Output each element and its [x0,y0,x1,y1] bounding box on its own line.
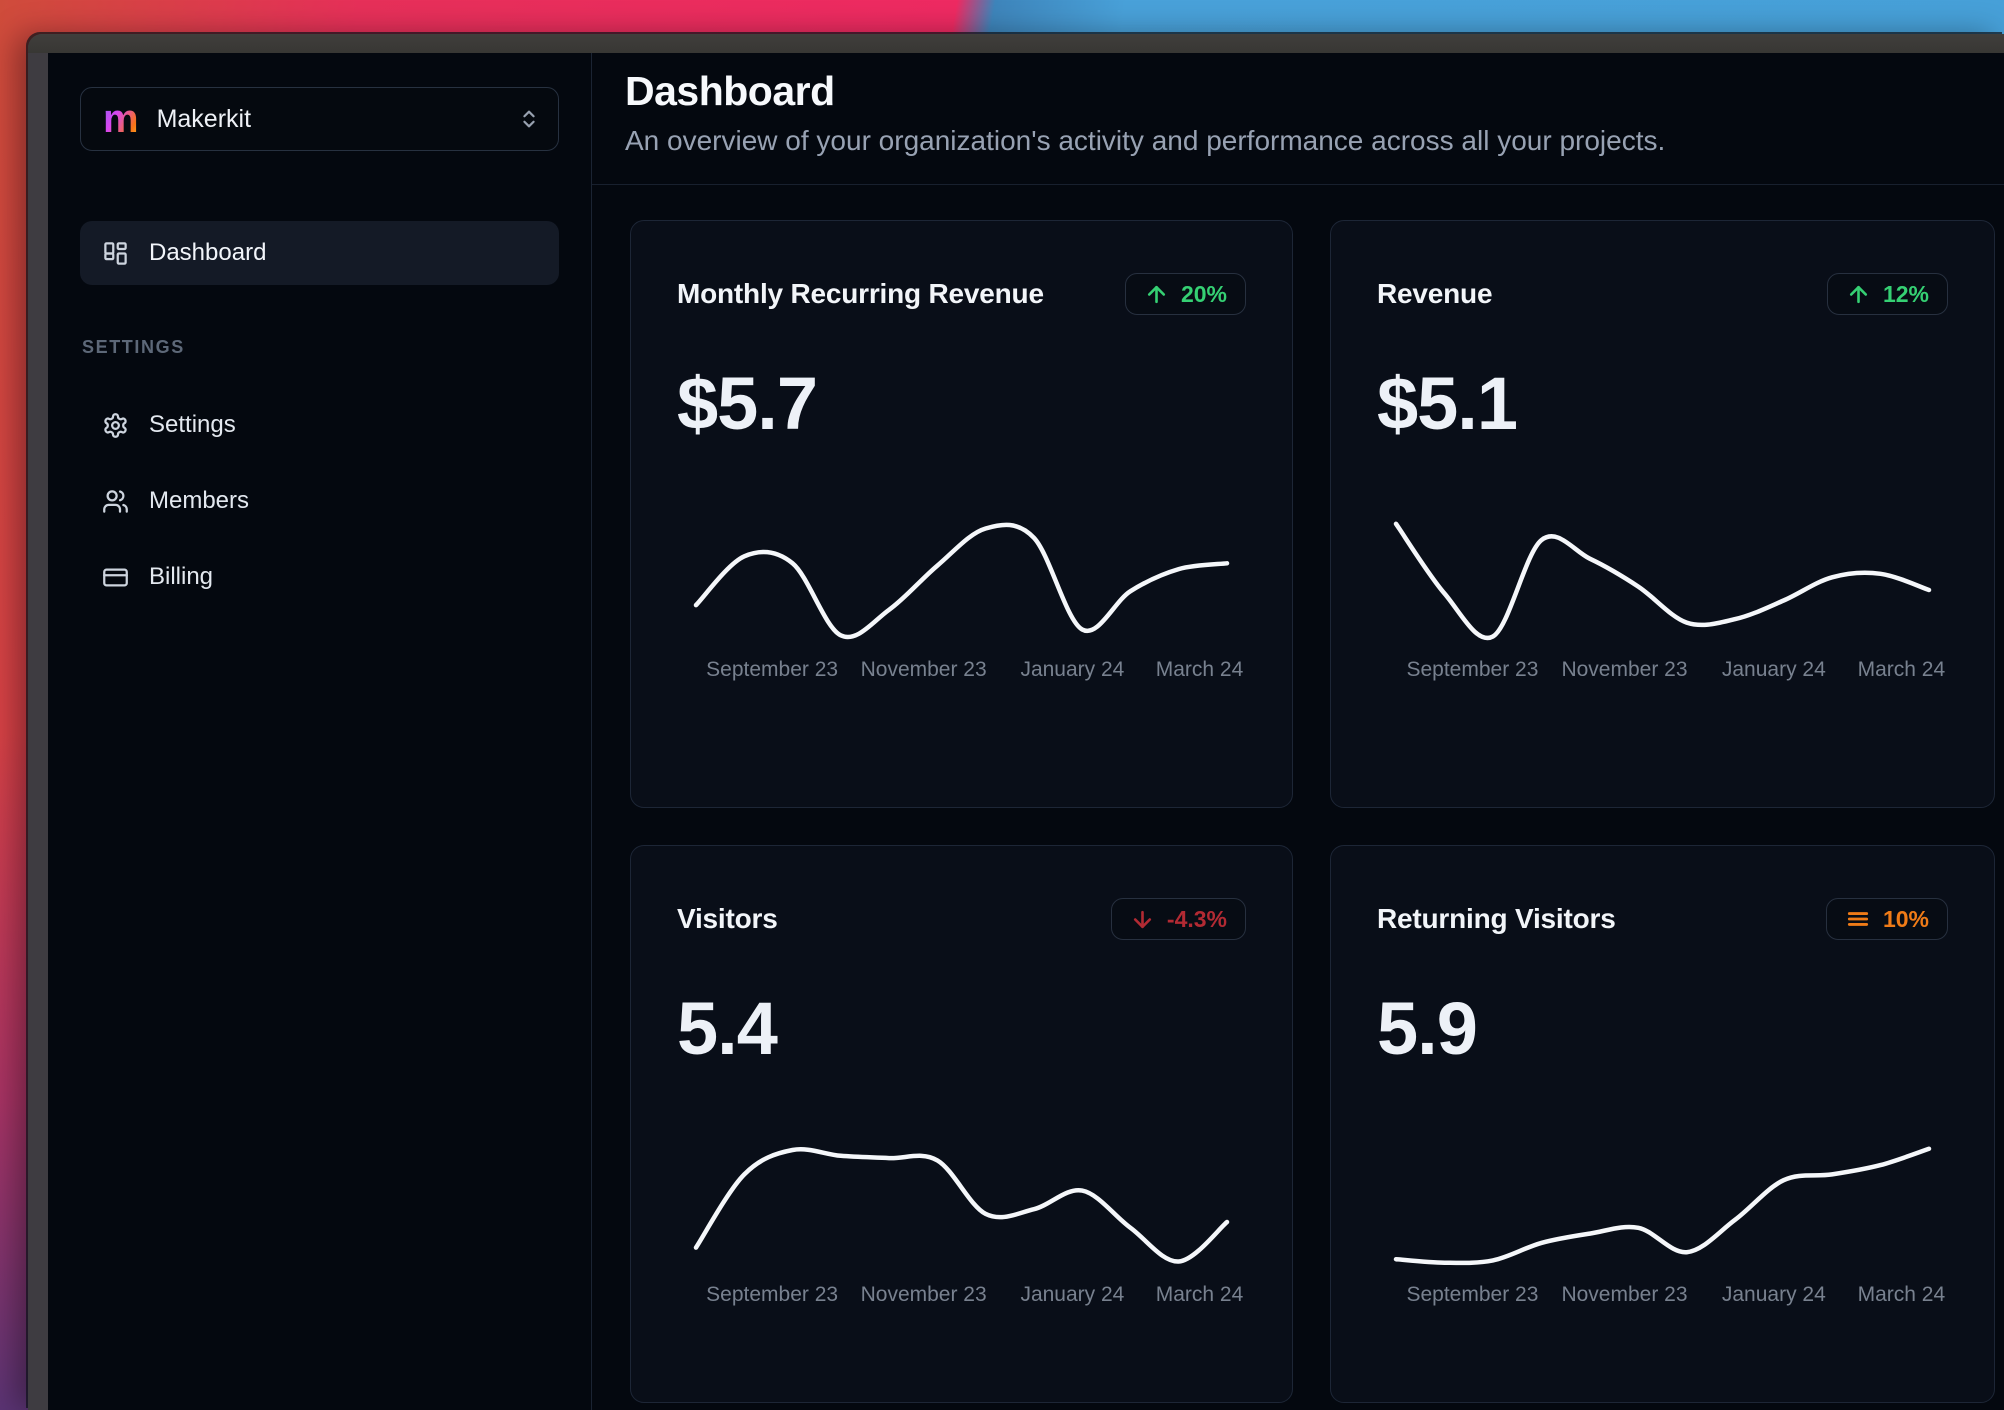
sparkline-svg [693,1147,1230,1264]
page-title: Dashboard [625,68,835,114]
sidebar-item-label: Billing [149,563,214,590]
workspace-switcher[interactable]: m Makerkit [80,87,559,151]
x-axis-label: March 24 [1155,1283,1244,1306]
trend-badge: 20% [1124,273,1246,315]
x-axis-label: March 24 [1857,658,1946,681]
credit-card-icon [102,564,129,591]
x-axis-label: September 23 [706,658,839,681]
page-subtitle: An overview of your organization's activ… [625,125,1666,156]
x-axis-label: January 24 [1721,1283,1826,1306]
workspace-name: Makerkit [156,104,252,133]
arrow-down-icon [1130,907,1155,932]
x-axis-label: November 23 [860,1283,987,1306]
card-title: Visitors [677,903,778,934]
sidebar-item-label: Settings [149,411,236,438]
sparkline-chart: September 23 November 23 January 24 Marc… [1391,508,1945,688]
layout-dashboard-icon [102,240,129,267]
metric-value: 5.9 [1377,987,1478,1070]
page-header: Dashboard An overview of your organizati… [592,53,2004,185]
sidebar-item-label: Dashboard [149,239,267,266]
trend-badge: 12% [1826,273,1948,315]
card-visitors: Visitors -4.3% 5.4 September 23 [630,845,1293,1403]
x-axis-label: September 23 [706,1283,839,1306]
x-axis: September 23 November 23 January 24 Marc… [1391,1283,1945,1313]
sparkline-chart: September 23 November 23 January 24 Marc… [1391,1133,1945,1313]
sidebar-item-members[interactable]: Members [80,472,559,530]
arrow-up-icon [1846,282,1871,307]
x-axis-label: November 23 [1561,658,1688,681]
main-content: Dashboard An overview of your organizati… [592,53,2004,1410]
card-title: Returning Visitors [1377,903,1616,934]
x-axis-label: November 23 [860,658,987,681]
x-axis-label: September 23 [1406,658,1539,681]
card-returning-visitors: Returning Visitors 10% 5.9 September 23 [1330,845,1995,1403]
metric-value: $5.7 [677,362,818,445]
sidebar-item-settings[interactable]: Settings [80,396,559,454]
sidebar-section-label: SETTINGS [82,337,185,357]
x-axis-label: November 23 [1561,1283,1688,1306]
sparkline-svg [1393,521,1932,641]
trend-value: 12% [1882,280,1929,307]
sidebar-item-dashboard[interactable]: Dashboard [80,221,559,285]
sparkline-svg [1393,1146,1932,1266]
sparkline-chart: September 23 November 23 January 24 Marc… [691,508,1243,688]
card-revenue: Revenue 12% $5.1 September 23 [1330,220,1995,808]
x-axis-label: January 24 [1020,658,1125,681]
card-title: Monthly Recurring Revenue [677,278,1044,309]
x-axis-label: March 24 [1155,658,1244,681]
metric-value: 5.4 [677,987,778,1070]
metric-value: $5.1 [1377,362,1518,445]
card-monthly-recurring-revenue: Monthly Recurring Revenue 20% $5.7 Septe… [630,220,1293,808]
sparkline-svg [693,522,1230,640]
arrow-up-icon [1144,282,1169,307]
trend-value: 10% [1882,905,1929,932]
x-axis-label: January 24 [1721,658,1826,681]
app-content: m Makerkit Dashboard SETTINGS Settings [48,53,2004,1410]
sidebar: m Makerkit Dashboard SETTINGS Settings [48,53,592,1410]
trend-badge: 10% [1825,898,1948,940]
sparkline-chart: September 23 November 23 January 24 Marc… [691,1133,1243,1313]
x-axis: September 23 November 23 January 24 Marc… [691,1283,1243,1313]
trend-value: 20% [1180,280,1227,307]
users-icon [102,488,129,515]
x-axis-label: March 24 [1857,1283,1946,1306]
makerkit-logo: m [103,97,139,141]
menu-lines-icon [1845,906,1871,932]
window-titlebar[interactable] [28,34,2004,53]
sidebar-item-label: Members [149,487,250,514]
trend-badge: -4.3% [1110,898,1246,940]
trend-value: -4.3% [1166,905,1227,932]
chevrons-up-down-icon [518,108,540,130]
card-title: Revenue [1377,278,1493,309]
gear-icon [102,412,129,439]
sidebar-item-billing[interactable]: Billing [80,548,559,606]
app-window: m Makerkit Dashboard SETTINGS Settings [28,34,2004,1410]
stats-grid: Monthly Recurring Revenue 20% $5.7 Septe… [592,185,2004,1403]
x-axis-label: January 24 [1020,1283,1125,1306]
x-axis: September 23 November 23 January 24 Marc… [1391,658,1945,688]
x-axis: September 23 November 23 January 24 Marc… [691,658,1243,688]
x-axis-label: September 23 [1406,1283,1539,1306]
